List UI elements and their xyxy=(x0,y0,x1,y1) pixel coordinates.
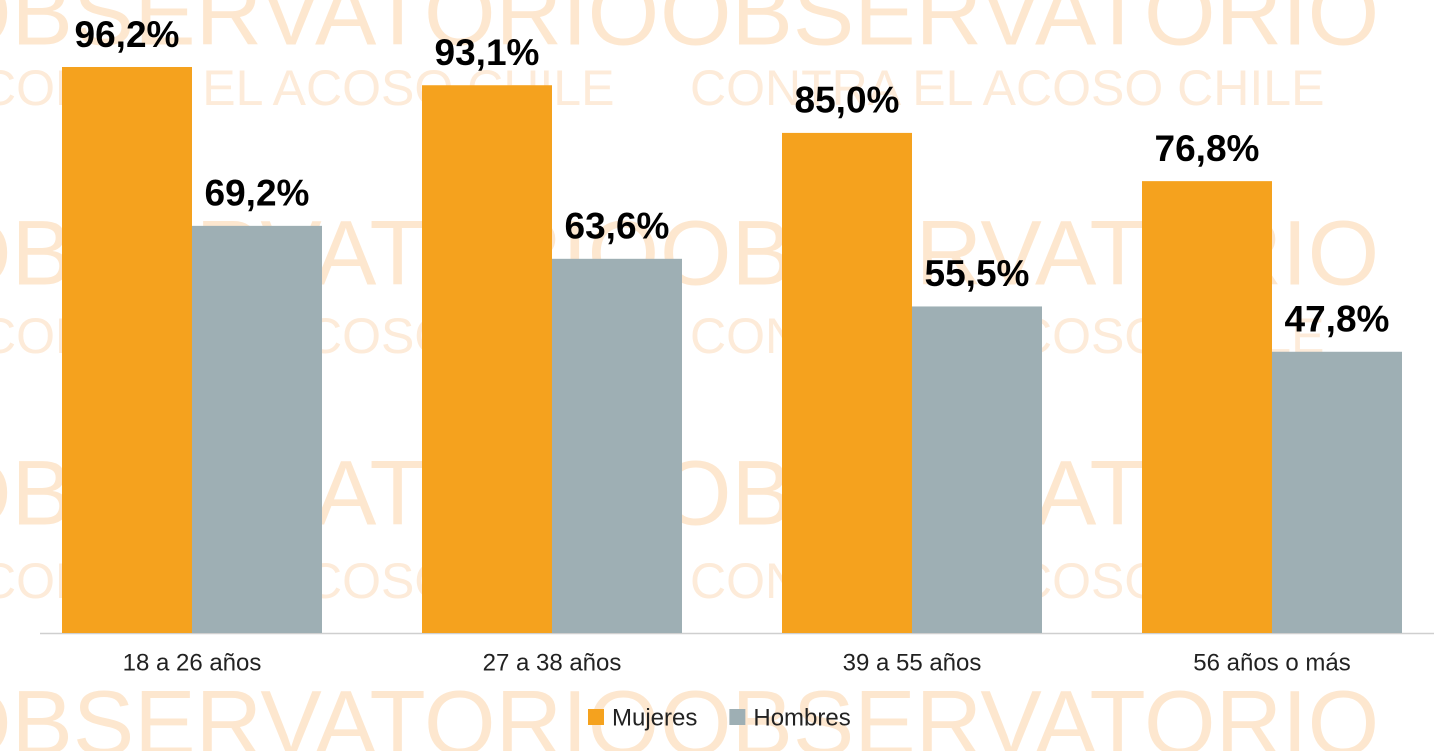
bar xyxy=(422,85,552,634)
x-tick-label: 18 a 26 años xyxy=(123,649,262,676)
watermark-text: OBSERVATORIO xyxy=(0,0,659,64)
data-label: 69,2% xyxy=(205,173,310,214)
data-label: 63,6% xyxy=(565,206,670,247)
watermark-text: OBSERVATORIO xyxy=(660,0,1379,64)
legend-swatch xyxy=(729,709,746,725)
data-label: 55,5% xyxy=(925,253,1030,294)
watermark-text: OBSERVATORIO xyxy=(0,672,659,751)
data-label: 85,0% xyxy=(795,80,900,121)
bar xyxy=(1142,181,1272,634)
data-label: 76,8% xyxy=(1155,128,1260,169)
legend-label: Mujeres xyxy=(612,704,697,731)
watermark-text: CONTRA EL ACOSO CHILE xyxy=(690,60,1324,116)
bar xyxy=(1272,351,1402,633)
legend-swatch xyxy=(588,709,604,725)
x-tick-label: 56 años o más xyxy=(1193,649,1350,676)
bar xyxy=(912,306,1042,633)
data-label: 96,2% xyxy=(75,14,180,55)
bar xyxy=(782,132,912,633)
bar xyxy=(192,225,322,633)
bar xyxy=(552,258,682,633)
legend-label: Hombres xyxy=(753,704,850,731)
bar xyxy=(62,67,192,633)
x-tick-label: 27 a 38 años xyxy=(483,649,622,676)
x-tick-label: 39 a 55 años xyxy=(843,649,982,676)
data-label: 47,8% xyxy=(1285,299,1390,340)
watermark-text: OBSERVATORIO xyxy=(660,672,1379,751)
data-label: 93,1% xyxy=(435,32,540,73)
